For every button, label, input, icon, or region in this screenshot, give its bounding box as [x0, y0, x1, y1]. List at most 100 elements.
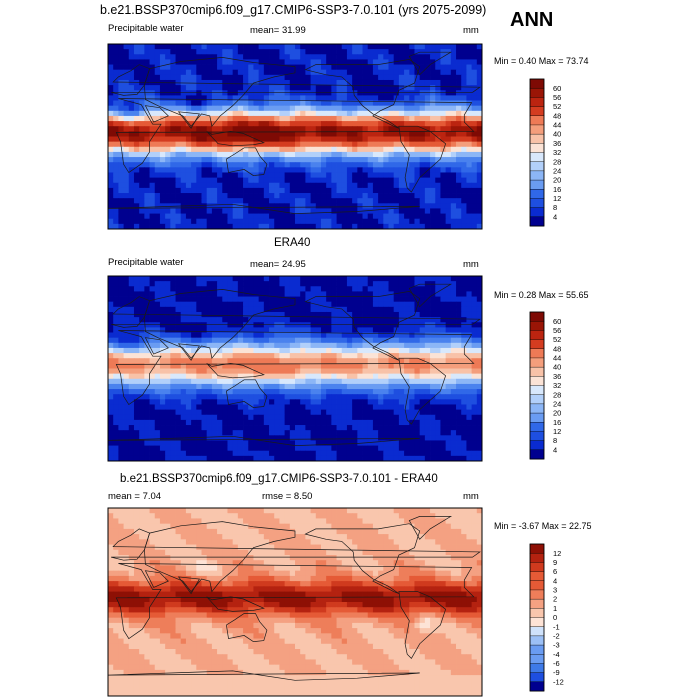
- heatmap-cell: [123, 353, 130, 359]
- heatmap-cell: [357, 311, 363, 318]
- heatmap-cell: [414, 404, 421, 411]
- heatmap-cell: [471, 141, 478, 148]
- heatmap-cell: [456, 337, 462, 344]
- heatmap-cell: [118, 301, 124, 308]
- heatmap-cell: [263, 332, 270, 339]
- heatmap-cell: [305, 44, 311, 50]
- heatmap-cell: [185, 373, 192, 380]
- heatmap-cell: [196, 141, 202, 148]
- heatmap-cell: [461, 95, 467, 101]
- heatmap-cell: [258, 327, 265, 333]
- heatmap-cell: [456, 74, 462, 81]
- heatmap-cell: [466, 126, 473, 132]
- heatmap-cell: [305, 281, 311, 287]
- panel3-units-label: mm: [463, 491, 479, 502]
- heatmap-cell: [108, 218, 114, 225]
- heatmap-cell: [201, 332, 208, 339]
- heatmap-cell: [341, 363, 348, 369]
- heatmap-cell: [435, 399, 441, 405]
- heatmap-cell: [315, 115, 322, 122]
- heatmap-cell: [471, 213, 478, 220]
- heatmap-cell: [170, 363, 176, 369]
- heatmap-cell: [388, 414, 395, 421]
- heatmap-cell: [456, 301, 462, 308]
- heatmap-cell: [367, 64, 374, 71]
- heatmap-cell: [123, 151, 130, 158]
- heatmap-cell: [222, 79, 228, 86]
- heatmap-cell: [222, 409, 228, 416]
- heatmap-cell: [404, 110, 410, 117]
- heatmap-cell: [196, 182, 202, 189]
- heatmap-cell: [144, 218, 150, 225]
- heatmap-cell: [180, 399, 187, 405]
- heatmap-cell: [362, 141, 369, 148]
- heatmap-cell: [393, 85, 400, 91]
- heatmap-cell: [170, 85, 176, 91]
- heatmap-cell: [315, 218, 322, 225]
- heatmap-cell: [128, 203, 135, 209]
- heatmap-cell: [217, 198, 223, 204]
- heatmap-cell: [315, 322, 322, 328]
- heatmap-cell: [237, 79, 244, 86]
- heatmap-cell: [326, 85, 332, 91]
- heatmap-cell: [409, 136, 415, 143]
- heatmap-cell: [139, 69, 145, 76]
- heatmap-cell: [450, 90, 457, 96]
- heatmap-cell: [222, 146, 228, 153]
- heatmap-cell: [133, 389, 140, 395]
- heatmap-cell: [253, 223, 260, 230]
- heatmap-cell: [357, 301, 363, 308]
- heatmap-cell: [227, 414, 234, 421]
- heatmap-cell: [222, 177, 228, 184]
- heatmap-cell: [331, 332, 337, 339]
- heatmap-cell: [144, 301, 150, 308]
- heatmap-cell: [440, 182, 447, 189]
- heatmap-cell: [372, 208, 379, 214]
- heatmap-cell: [237, 353, 244, 359]
- heatmap-cell: [284, 332, 291, 339]
- heatmap-cell: [170, 440, 176, 446]
- heatmap-cell: [383, 59, 389, 65]
- heatmap-cell: [336, 79, 343, 86]
- heatmap-cell: [123, 59, 130, 65]
- heatmap-cell: [388, 332, 395, 339]
- heatmap-cell: [232, 389, 239, 395]
- heatmap-cell: [180, 404, 187, 411]
- heatmap-cell: [346, 151, 353, 158]
- heatmap-cell: [133, 327, 140, 333]
- heatmap-cell: [211, 49, 218, 55]
- heatmap-cell: [108, 44, 114, 50]
- heatmap-cell: [466, 54, 473, 60]
- heatmap-cell: [222, 162, 228, 168]
- heatmap-cell: [424, 389, 431, 395]
- heatmap-cell: [430, 162, 436, 168]
- heatmap-cell: [165, 363, 171, 369]
- heatmap-cell: [175, 404, 182, 411]
- heatmap-cell: [185, 100, 192, 107]
- heatmap-cell: [144, 213, 150, 220]
- heatmap-cell: [274, 322, 280, 328]
- heatmap-cell: [217, 430, 223, 436]
- heatmap-cell: [258, 322, 265, 328]
- heatmap-cell: [320, 296, 327, 303]
- heatmap-cell: [414, 146, 421, 153]
- heatmap-cell: [227, 69, 234, 76]
- heatmap-cell: [222, 317, 228, 323]
- heatmap-cell: [378, 121, 384, 127]
- heatmap-cell: [180, 157, 187, 163]
- heatmap-cell: [237, 306, 244, 313]
- heatmap-cell: [331, 373, 337, 380]
- heatmap-cell: [346, 198, 353, 204]
- colorbar-swatch: [529, 170, 545, 181]
- heatmap-cell: [201, 213, 208, 220]
- heatmap-cell: [471, 151, 478, 158]
- heatmap-cell: [430, 311, 436, 318]
- heatmap-cell: [331, 208, 337, 214]
- heatmap-cell: [450, 100, 457, 107]
- coastlines: [108, 51, 481, 229]
- heatmap-cell: [414, 383, 421, 390]
- heatmap-cell: [227, 136, 234, 143]
- heatmap-cell: [456, 358, 462, 364]
